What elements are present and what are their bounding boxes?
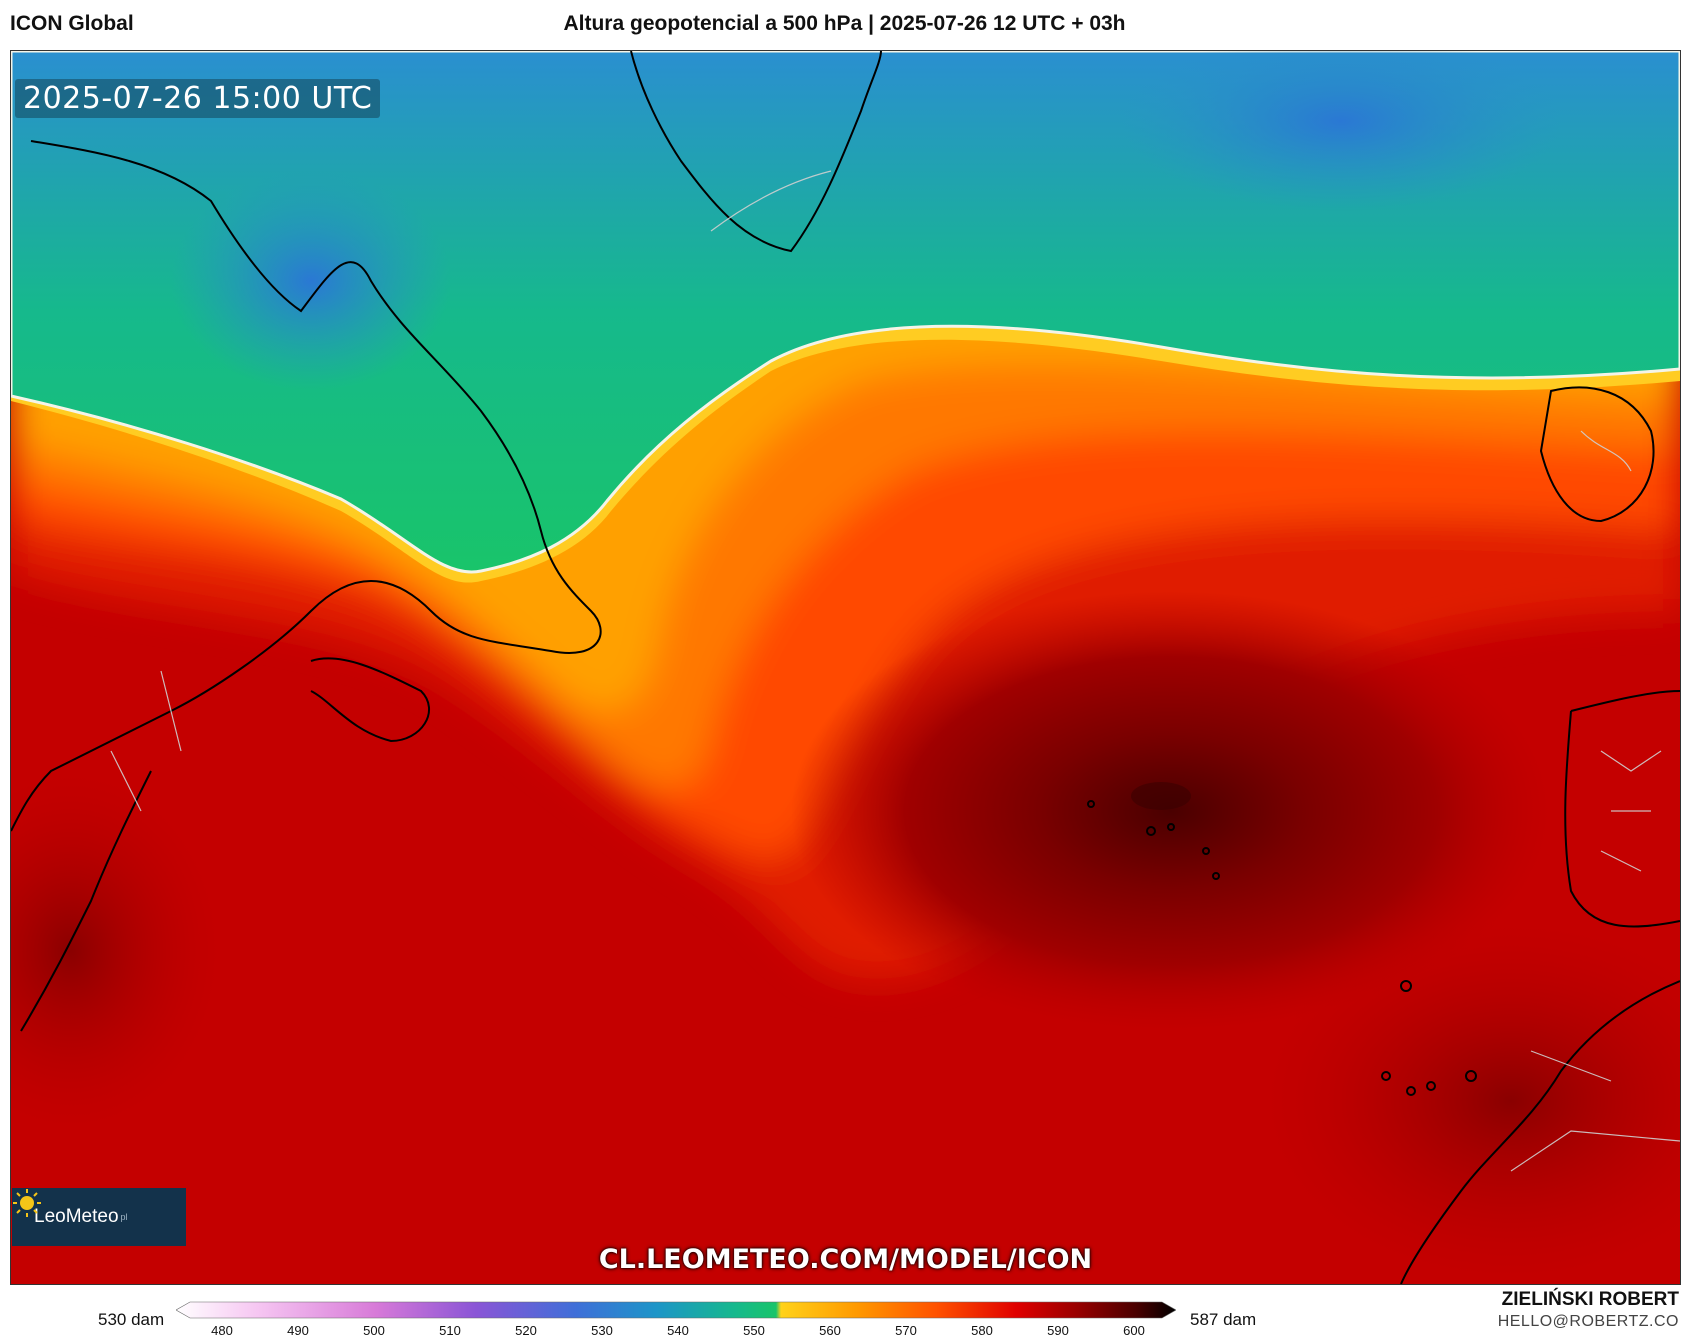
leometeo-logo[interactable]: LeoMeteo pl	[12, 1188, 186, 1246]
logo-name: LeoMeteo	[34, 1206, 119, 1227]
author-email[interactable]: HELLO@ROBERTZ.CO	[1497, 1313, 1679, 1330]
legend-min-label: 530 dam	[98, 1310, 165, 1329]
colorbar-tick-label: 580	[971, 1323, 993, 1338]
colorbar-tick-label: 520	[515, 1323, 537, 1338]
colorbar	[176, 1301, 1176, 1319]
colorbar-tick-label: 510	[439, 1323, 461, 1338]
source-url[interactable]: CL.LEOMETEO.COM/MODEL/ICON	[598, 1244, 1093, 1275]
map-title: Altura geopotencial a 500 hPa | 2025-07-…	[563, 12, 1126, 35]
colorbar-tick-label: 530	[591, 1323, 613, 1338]
author-name: ZIELIŃSKI ROBERT	[1501, 1289, 1679, 1310]
colorbar-tick-label: 480	[211, 1323, 233, 1338]
colorbar-tick-label: 500	[363, 1323, 385, 1338]
colorbar-tick-label: 550	[743, 1323, 765, 1338]
colorbar-tick-label: 540	[667, 1323, 689, 1338]
colorbar-tick-label: 490	[287, 1323, 309, 1338]
colorbar-tick-label: 590	[1047, 1323, 1069, 1338]
logo-suffix: pl	[120, 1212, 128, 1222]
map-field	[11, 51, 1680, 1284]
colorbar-tick-label: 570	[895, 1323, 917, 1338]
model-label: ICON Global	[10, 12, 134, 35]
geopotential-map[interactable]: 2025-07-26 15:00 UTC LeoMeteo pl CL.LEOM…	[10, 50, 1681, 1285]
legend-max-label: 587 dam	[1190, 1310, 1257, 1329]
sun-icon	[13, 1189, 41, 1217]
colorbar-tick-label: 600	[1123, 1323, 1145, 1338]
colorbar-tick-label: 560	[819, 1323, 841, 1338]
valid-time-label: 2025-07-26 15:00 UTC	[15, 79, 381, 118]
